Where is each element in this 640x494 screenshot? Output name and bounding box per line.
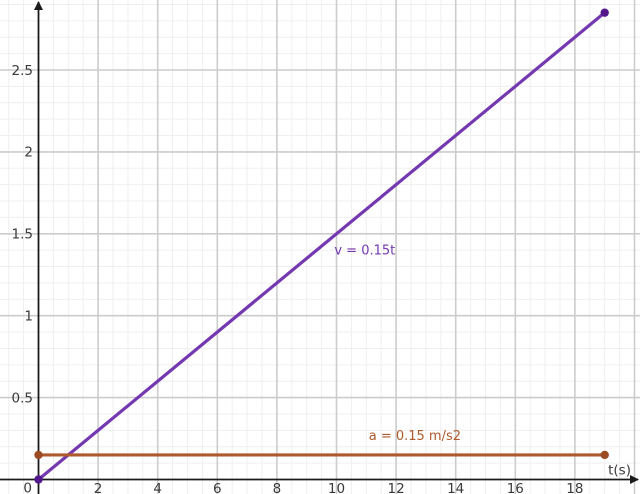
x-axis-label: t(s) xyxy=(608,463,631,479)
x-tick-label: 14 xyxy=(447,481,464,494)
x-tick-label: 12 xyxy=(388,481,405,494)
x-tick-label: 16 xyxy=(507,481,524,494)
x-tick-label: 6 xyxy=(213,481,222,494)
x-tick-label: 4 xyxy=(153,481,162,494)
y-tick-label: 1 xyxy=(24,309,33,325)
y-tick-label: 0.5 xyxy=(12,390,33,406)
series-line-v[interactable] xyxy=(36,11,607,482)
x-tick-label: 10 xyxy=(328,481,345,494)
series-label-a: a = 0.15 m/s2 xyxy=(369,429,461,444)
x-tick-label: 18 xyxy=(566,481,583,494)
y-tick-label: 1.5 xyxy=(12,227,33,243)
series-v: v = 0.15t xyxy=(34,8,609,484)
y-tick-label: 2 xyxy=(24,145,33,161)
series-label-v: v = 0.15t xyxy=(334,244,395,259)
y-tick-label: 2.5 xyxy=(12,63,33,79)
y-axis-arrowhead-icon xyxy=(34,1,43,10)
series-a: a = 0.15 m/s2 xyxy=(34,429,609,460)
data-point-v[interactable] xyxy=(600,8,609,17)
x-tick-label: 2 xyxy=(94,481,103,494)
data-point-a[interactable] xyxy=(600,450,609,460)
x-tick-label: 8 xyxy=(273,481,282,494)
x-axis-arrowhead-icon xyxy=(630,475,639,484)
tick-labels: 2 4 6 8 10 12 14 16 18 0.5 1 1.5 2 2.5 xyxy=(12,63,584,494)
origin-label: 0 xyxy=(23,481,32,494)
data-point-a[interactable] xyxy=(34,450,43,460)
data-point-v[interactable] xyxy=(34,475,43,484)
